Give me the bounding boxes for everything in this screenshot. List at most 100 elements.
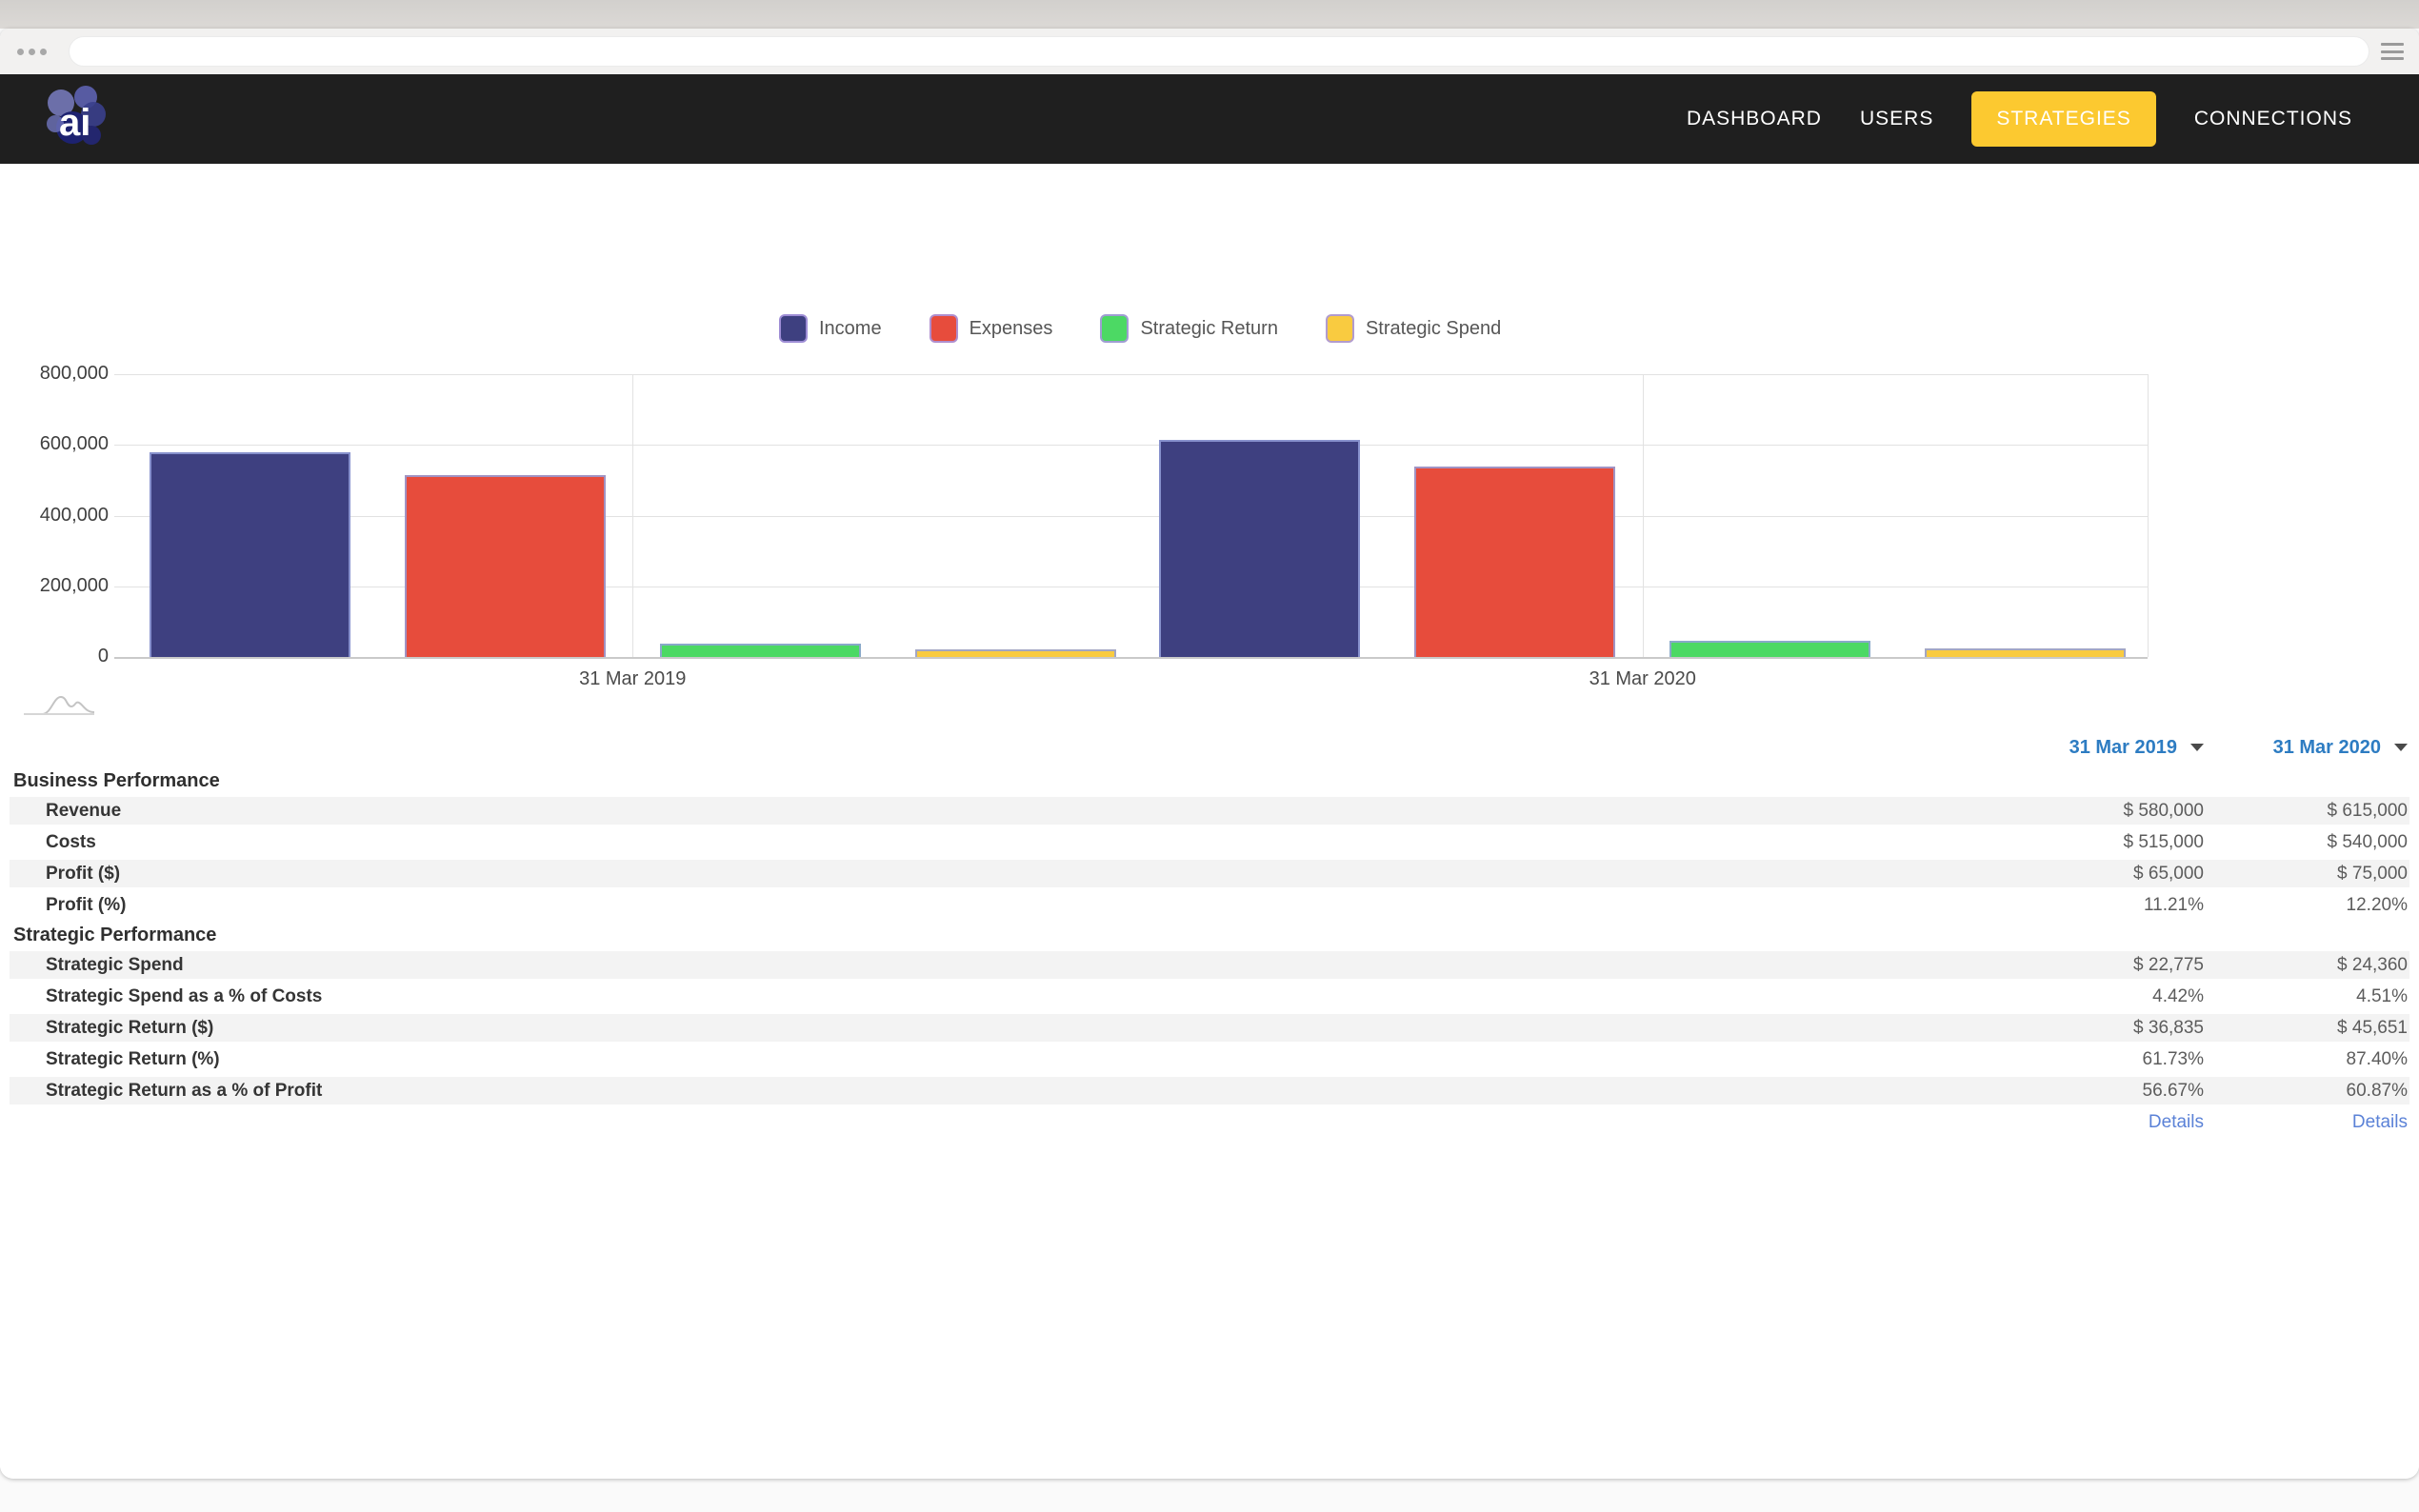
bar-strategic-return[interactable] <box>1669 641 1871 657</box>
chevron-down-icon <box>2394 744 2408 751</box>
window-dot-icon <box>29 49 35 55</box>
table-body: Business Performance Revenue $ 580,000 $ 61… <box>10 766 2409 1138</box>
legend-item[interactable]: Strategic Return <box>1100 314 1278 343</box>
nav-links: DASHBOARD USERS STRATEGIES CONNECTIONS <box>1687 74 2352 164</box>
row-label: Strategic Return (%) <box>46 1048 220 1069</box>
table-row: Strategic Return as a % of Profit 56.67% 6… <box>10 1075 2409 1106</box>
row-value: $ 45,651 <box>2337 1017 2408 1038</box>
page-content: Income Expenses Strategic Return Strategic … <box>0 164 2419 1479</box>
y-axis-tick-label: 800,000 <box>39 363 109 384</box>
row-value: 60.87% <box>2346 1080 2408 1101</box>
gridline <box>114 515 2148 517</box>
nav-item-strategies[interactable]: STRATEGIES <box>1971 91 2156 147</box>
column-header-label: 31 Mar 2019 <box>2069 736 2177 758</box>
column-header-2020[interactable]: 31 Mar 2020 <box>2227 737 2408 759</box>
row-value: 4.42% <box>2152 985 2204 1006</box>
column-header-label: 31 Mar 2020 <box>2272 736 2381 758</box>
table-row: Strategic Spend as a % of Costs 4.42% 4.51… <box>10 981 2409 1012</box>
performance-table: 31 Mar 2019 31 Mar 2020 Business Perform… <box>10 728 2409 1138</box>
row-value: 61.73% <box>2142 1048 2204 1069</box>
legend-item[interactable]: Expenses <box>929 314 1053 343</box>
row-value: $ 36,835 <box>2133 1017 2204 1038</box>
row-value: $ 75,000 <box>2337 863 2408 884</box>
row-label: Strategic Spend as a % of Costs <box>46 985 323 1006</box>
bar-expenses[interactable] <box>1414 467 1616 657</box>
row-value: $ 615,000 <box>2327 800 2408 821</box>
table-section-header: Strategic Performance <box>13 924 217 945</box>
window-dot-icon <box>17 49 24 55</box>
row-value: $ 22,775 <box>2133 954 2204 975</box>
bar-expenses[interactable] <box>404 475 606 657</box>
menu-icon[interactable] <box>2381 43 2404 60</box>
nav-item-connections[interactable]: CONNECTIONS <box>2193 108 2352 129</box>
gridline <box>632 374 634 657</box>
legend-swatch-icon <box>779 314 808 343</box>
bar-income[interactable] <box>1159 440 1361 657</box>
row-label: Strategic Return as a % of Profit <box>46 1080 323 1101</box>
table-row: Strategic Spend $ 22,775 $ 24,360 <box>10 949 2409 981</box>
table-row: Strategic Return ($) $ 36,835 $ 45,651 <box>10 1012 2409 1044</box>
chevron-down-icon <box>2190 744 2204 751</box>
bar-chart: 800,000 600,000 400,000 200,000 0 31 Mar 2019… <box>0 164 2419 715</box>
legend-label: Strategic Spend <box>1365 317 1502 339</box>
x-axis-line <box>114 657 2148 659</box>
details-link[interactable]: Details <box>2351 1111 2408 1132</box>
nav-item-dashboard[interactable]: DASHBOARD <box>1686 108 1822 129</box>
y-axis-tick-label: 0 <box>97 646 109 666</box>
row-value: 4.51% <box>2356 985 2408 1006</box>
row-label: Strategic Spend <box>46 954 184 975</box>
legend-label: Expenses <box>969 317 1053 339</box>
row-label: Revenue <box>46 800 122 821</box>
legend-label: Strategic Return <box>1140 317 1278 339</box>
table-row: Profit ($) $ 65,000 $ 75,000 <box>10 858 2409 889</box>
gridline <box>114 445 2148 447</box>
row-label: Strategic Return ($) <box>46 1017 214 1038</box>
row-value: $ 65,000 <box>2133 863 2204 884</box>
y-axis-tick-label: 200,000 <box>39 574 109 596</box>
nav-item-users[interactable]: USERS <box>1859 108 1934 129</box>
x-axis-tick-label: 31 Mar 2020 <box>1589 668 1696 689</box>
app-navbar: ai DASHBOARD USERS STRATEGIES CONNECTION… <box>0 74 2419 164</box>
window-dot-icon <box>40 49 47 55</box>
window-controls-icon[interactable] <box>17 49 47 55</box>
gridline <box>1642 374 1644 657</box>
bar-strategic-spend[interactable] <box>1925 648 2127 657</box>
legend-item[interactable]: Strategic Spend <box>1325 314 1502 343</box>
svg-text:ai: ai <box>59 102 90 144</box>
browser-window: ai DASHBOARD USERS STRATEGIES CONNECTION… <box>0 29 2419 1479</box>
table-row: Revenue $ 580,000 $ 615,000 <box>10 795 2409 826</box>
gridline <box>114 374 2148 375</box>
table-row: Costs $ 515,000 $ 540,000 <box>10 826 2409 858</box>
x-axis-tick-label: 31 Mar 2019 <box>579 668 687 689</box>
address-bar[interactable] <box>69 36 2369 67</box>
legend-swatch-icon <box>1100 314 1130 343</box>
table-row: Strategic Return (%) 61.73% 87.40% <box>10 1044 2409 1075</box>
column-header-2019[interactable]: 31 Mar 2019 <box>2023 737 2204 759</box>
chart-legend: Income Expenses Strategic Return Strategic … <box>779 314 1501 343</box>
row-value: 56.67% <box>2142 1080 2204 1101</box>
browser-toolbar <box>0 29 2419 74</box>
gridline <box>2148 374 2149 657</box>
bar-income[interactable] <box>149 452 350 657</box>
legend-swatch-icon <box>1325 314 1354 343</box>
y-axis-tick-label: 600,000 <box>39 433 109 455</box>
details-link[interactable]: Details <box>2148 1111 2204 1132</box>
legend-swatch-icon <box>929 314 958 343</box>
legend-item[interactable]: Income <box>779 314 882 343</box>
row-value: $ 24,360 <box>2337 954 2408 975</box>
row-value: $ 515,000 <box>2123 831 2204 852</box>
bar-strategic-spend[interactable] <box>914 649 1116 657</box>
bar-strategic-return[interactable] <box>659 644 861 657</box>
row-value: 12.20% <box>2346 894 2408 915</box>
row-value: 11.21% <box>2143 894 2204 915</box>
legend-label: Income <box>819 317 882 339</box>
os-titlebar <box>0 0 2419 29</box>
row-value: $ 580,000 <box>2123 800 2204 821</box>
row-value: 87.40% <box>2346 1048 2408 1069</box>
chart-navigator-icon[interactable] <box>23 693 95 718</box>
table-header-row: 31 Mar 2019 31 Mar 2020 <box>10 728 2409 766</box>
app-logo[interactable]: ai <box>36 82 122 156</box>
row-label: Costs <box>46 831 96 852</box>
y-axis-tick-label: 400,000 <box>39 504 109 526</box>
